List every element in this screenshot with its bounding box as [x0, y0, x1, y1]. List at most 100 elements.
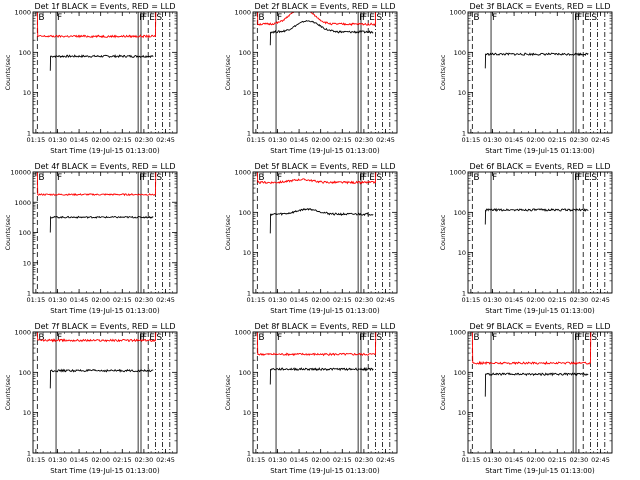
x-tick-label: 01:45: [70, 136, 89, 144]
x-tick-label: 01:15: [462, 296, 481, 304]
chart-title: Det 4f BLACK = Events, RED = LLD: [34, 162, 175, 171]
x-tick-label: 02:45: [591, 136, 610, 144]
x-tick-label: 02:30: [355, 136, 374, 144]
y-axis-label: Counts/sec: [224, 374, 232, 410]
y-axis-label: Counts/sec: [4, 214, 12, 250]
x-tick-label: 02:30: [355, 456, 374, 464]
x-tick-label: 02:00: [526, 296, 545, 304]
marker-label: B: [258, 173, 264, 183]
x-tick-label: 01:45: [290, 136, 309, 144]
marker-label: F: [139, 333, 144, 343]
x-tick-label: 02:00: [526, 136, 545, 144]
y-axis-label: Counts/sec: [224, 214, 232, 250]
marker-label: S: [376, 333, 382, 343]
y-tick-label: 10: [458, 409, 466, 417]
marker-label: F: [577, 333, 582, 343]
x-tick-label: 01:45: [505, 136, 524, 144]
marker-label: F: [142, 173, 147, 183]
x-tick-label: 02:30: [135, 296, 154, 304]
plot-frame: [252, 171, 398, 294]
chart-panel-5: Det 5f BLACK = Events, RED = LLD Counts/s…: [224, 162, 398, 315]
x-tick-label: 01:15: [27, 456, 46, 464]
x-tick-label: 02:00: [91, 136, 110, 144]
series-line-events: [269, 20, 374, 46]
y-axis-label: Counts/sec: [4, 374, 12, 410]
x-tick-label: 01:30: [48, 136, 67, 144]
chart-title: Det 7f BLACK = Events, RED = LLD: [34, 322, 175, 331]
marker-label: E: [149, 13, 155, 23]
x-tick-label: 02:30: [135, 456, 154, 464]
marker-label: B: [38, 13, 44, 23]
marker-label: S: [156, 333, 162, 343]
marker-label: S: [376, 173, 382, 183]
marker-label: E: [369, 173, 375, 183]
chart-panel-3: Det 3f BLACK = Events, RED = LLD Counts/s…: [439, 2, 613, 155]
x-tick-label: 01:45: [290, 456, 309, 464]
y-tick-label: 1000: [14, 199, 31, 207]
chart-panel-6: Det 6f BLACK = Events, RED = LLD Counts/s…: [439, 162, 613, 315]
series-line-lld: [256, 172, 377, 185]
y-tick-label: 100: [454, 209, 466, 217]
marker-label: E: [369, 13, 375, 23]
marker-label: B: [38, 173, 44, 183]
y-tick-label: 10: [23, 409, 31, 417]
chart-title: Det 6f BLACK = Events, RED = LLD: [469, 162, 610, 171]
x-axis-label: Start Time (19-Jul-15 01:13:00): [270, 467, 380, 475]
x-tick-label: 01:30: [48, 296, 67, 304]
x-tick-label: 01:30: [48, 456, 67, 464]
series-line-events: [49, 54, 154, 71]
y-tick-label: 10000: [10, 169, 31, 177]
x-tick-label: 01:45: [70, 456, 89, 464]
y-tick-label: 1000: [14, 9, 31, 17]
marker-label: S: [591, 173, 597, 183]
x-axis-label: Start Time (19-Jul-15 01:13:00): [485, 467, 595, 475]
marker-label: F: [362, 13, 367, 23]
y-tick-label: 100: [19, 229, 31, 237]
chart-title: Det 1f BLACK = Events, RED = LLD: [34, 2, 175, 11]
chart-panel-2: Det 2f BLACK = Events, RED = LLD Counts/s…: [224, 2, 398, 155]
y-tick-label: 1: [247, 450, 251, 458]
x-axis-label: Start Time (19-Jul-15 01:13:00): [270, 147, 380, 155]
y-axis-label: Counts/sec: [439, 374, 447, 410]
y-tick-label: 1: [27, 450, 31, 458]
chart-panel-7: Det 7f BLACK = Events, RED = LLD Counts/s…: [4, 322, 178, 475]
y-tick-label: 10: [23, 89, 31, 97]
x-tick-label: 02:45: [376, 136, 395, 144]
marker-label: S: [156, 173, 162, 183]
y-tick-label: 1: [462, 290, 466, 298]
y-tick-label: 1: [247, 130, 251, 138]
x-axis-label: Start Time (19-Jul-15 01:13:00): [485, 147, 595, 155]
marker-label: F: [139, 13, 144, 23]
marker-label: F: [492, 333, 497, 343]
x-tick-label: 02:00: [91, 296, 110, 304]
y-tick-label: 10: [458, 89, 466, 97]
x-tick-label: 02:30: [570, 136, 589, 144]
marker-label: E: [584, 333, 590, 343]
x-axis-label: Start Time (19-Jul-15 01:13:00): [50, 467, 160, 475]
marker-label: F: [139, 173, 144, 183]
series-line-events: [269, 366, 374, 385]
marker-label: E: [584, 13, 590, 23]
chart-title: Det 8f BLACK = Events, RED = LLD: [254, 322, 395, 331]
marker-label: E: [584, 173, 590, 183]
marker-label: E: [149, 333, 155, 343]
x-tick-label: 02:45: [156, 296, 175, 304]
marker-label: S: [376, 13, 382, 23]
y-tick-label: 100: [19, 49, 31, 57]
x-tick-label: 02:15: [113, 456, 132, 464]
x-tick-label: 01:15: [247, 136, 266, 144]
marker-label: F: [277, 13, 282, 23]
x-tick-label: 02:45: [591, 456, 610, 464]
marker-label: B: [473, 13, 479, 23]
x-tick-label: 01:15: [27, 136, 46, 144]
x-axis-label: Start Time (19-Jul-15 01:13:00): [50, 307, 160, 315]
series-line-lld: [36, 172, 157, 197]
x-tick-label: 02:15: [333, 456, 352, 464]
chart-title: Det 3f BLACK = Events, RED = LLD: [469, 2, 610, 11]
marker-label: F: [574, 173, 579, 183]
marker-label: E: [369, 333, 375, 343]
marker-label: F: [362, 333, 367, 343]
series-line-events: [269, 207, 374, 234]
x-tick-label: 02:00: [91, 456, 110, 464]
x-tick-label: 01:45: [290, 296, 309, 304]
